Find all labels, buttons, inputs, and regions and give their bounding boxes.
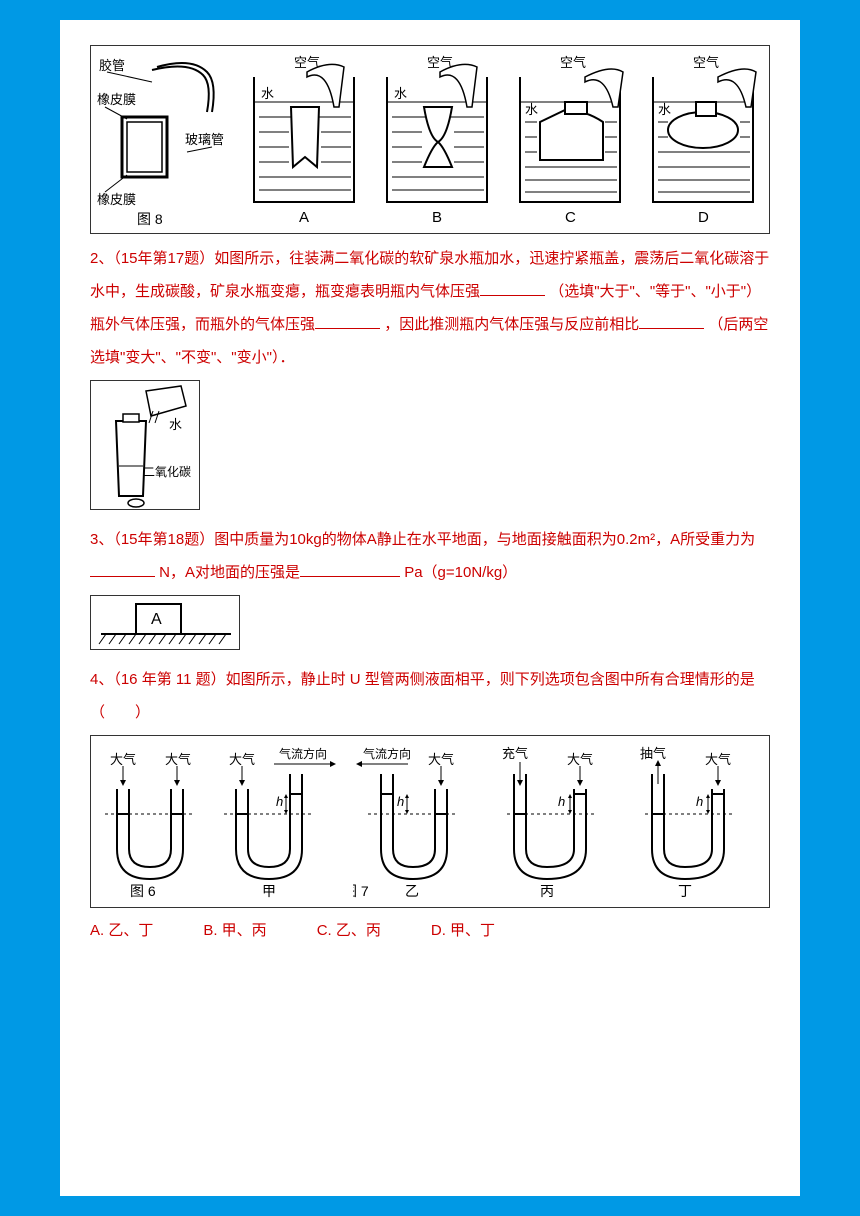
svg-text:水: 水 <box>261 86 274 101</box>
svg-text:充气: 充气 <box>502 746 528 761</box>
opt-A: A. 乙、丁 <box>90 916 153 946</box>
q3-text-2: N，A对地面的压强是 <box>159 564 300 581</box>
fig7-yi: 气流方向 大气 h 乙 图 7 <box>353 744 488 899</box>
svg-text:丙: 丙 <box>540 883 554 899</box>
svg-text:h: h <box>397 794 404 809</box>
fig9-B: 空气 水 B <box>372 52 497 227</box>
svg-text:水: 水 <box>658 102 671 117</box>
svg-text:水: 水 <box>394 86 407 101</box>
label-xpm2: 橡皮膜 <box>97 192 136 207</box>
svg-text:大气: 大气 <box>705 752 731 767</box>
q4-text: 4、（16 年第 11 题）如图所示，静止时 U 型管两侧液面相平，则下列选项包… <box>90 671 755 721</box>
svg-text:丁: 丁 <box>678 883 692 899</box>
svg-text:图 7: 图 7 <box>353 883 369 899</box>
svg-text:大气: 大气 <box>428 752 454 767</box>
svg-text:甲: 甲 <box>262 883 276 899</box>
q3-blank-1 <box>90 562 155 577</box>
svg-text:水: 水 <box>525 102 538 117</box>
q2-blank-1 <box>480 281 545 296</box>
q2-blank-2 <box>315 314 380 329</box>
figure-8-9-row: 胶管 橡皮膜 玻璃管 橡皮膜 图 8 空气 水 A 空气 <box>90 45 770 234</box>
question-2: 2、（15年第17题）如图所示，往装满二氧化碳的软矿泉水瓶加水，迅速拧紧瓶盖，震… <box>90 242 770 374</box>
svg-text:图 6: 图 6 <box>130 883 156 899</box>
fig8-apparatus: 胶管 橡皮膜 玻璃管 橡皮膜 图 8 <box>97 52 231 227</box>
label-xpm1: 橡皮膜 <box>97 92 136 107</box>
opt-D: D. 甲、丁 <box>431 916 495 946</box>
svg-text:气流方向: 气流方向 <box>363 746 411 761</box>
question-3: 3、（15年第18题）图中质量为10kg的物体A静止在水平地面，与地面接触面积为… <box>90 523 770 589</box>
label-jiaoguan: 胶管 <box>99 58 125 73</box>
q2-blank-3 <box>639 314 704 329</box>
figure-6-7-row: 大气 大气 图 6 气流方向 大气 h 甲 气流方向 <box>90 735 770 908</box>
svg-text:空气: 空气 <box>560 55 586 70</box>
fig8-caption: 图 8 <box>137 211 163 227</box>
opt-B: B. 甲、丙 <box>203 916 266 946</box>
fig9-label-B: B <box>432 209 442 226</box>
q3-figure: A <box>90 595 770 655</box>
svg-text:水: 水 <box>169 417 182 432</box>
fig9-label-A: A <box>299 209 309 226</box>
svg-text:A: A <box>151 611 162 628</box>
svg-text:二氧化碳: 二氧化碳 <box>143 465 191 479</box>
fig9-label-C: C <box>565 209 576 226</box>
svg-text:大气: 大气 <box>229 752 255 767</box>
svg-text:大气: 大气 <box>110 752 136 767</box>
svg-text:h: h <box>696 794 703 809</box>
label-boliguan: 玻璃管 <box>185 132 224 147</box>
fig9-C: 空气 水 C <box>505 52 630 227</box>
svg-text:乙: 乙 <box>405 883 419 899</box>
svg-text:大气: 大气 <box>165 752 191 767</box>
svg-text:h: h <box>558 794 565 809</box>
svg-text:空气: 空气 <box>693 55 719 70</box>
q4-options: A. 乙、丁 B. 甲、丙 C. 乙、丙 D. 甲、丁 <box>90 916 770 946</box>
q3-text-1: 3、（15年第18题）图中质量为10kg的物体A静止在水平地面，与地面接触面积为… <box>90 531 755 548</box>
svg-text:气流方向: 气流方向 <box>279 746 327 761</box>
fig6: 大气 大气 图 6 <box>95 744 210 899</box>
fig7-bing: 充气 大气 h 丙 <box>492 744 627 899</box>
fig9-A: 空气 水 A <box>239 52 364 227</box>
q3-blank-2 <box>300 562 400 577</box>
svg-text:大气: 大气 <box>567 752 593 767</box>
fig9-label-D: D <box>698 209 709 226</box>
fig7-jia: 气流方向 大气 h 甲 <box>214 744 349 899</box>
opt-C: C. 乙、丙 <box>317 916 381 946</box>
question-4: 4、（16 年第 11 题）如图所示，静止时 U 型管两侧液面相平，则下列选项包… <box>90 663 770 729</box>
fig7-ding: 抽气 大气 h 丁 <box>630 744 765 899</box>
fig9-D: 空气 水 D 图 9 <box>638 52 763 227</box>
svg-text:h: h <box>276 794 283 809</box>
q2-figure: 水 二氧化碳 <box>90 380 770 515</box>
svg-text:抽气: 抽气 <box>640 746 666 761</box>
q2-text-3: ，因此推测瓶内气体压强与反应前相比 <box>384 316 639 333</box>
q3-text-3: Pa（g=10N/kg） <box>404 564 517 581</box>
